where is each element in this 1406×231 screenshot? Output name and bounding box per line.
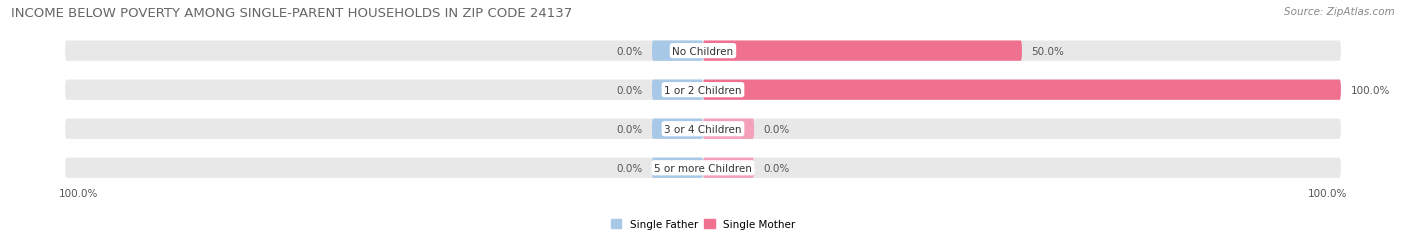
Text: 50.0%: 50.0% bbox=[1032, 46, 1064, 56]
Text: 3 or 4 Children: 3 or 4 Children bbox=[664, 124, 742, 134]
Text: 0.0%: 0.0% bbox=[763, 124, 790, 134]
FancyBboxPatch shape bbox=[65, 41, 1341, 61]
Text: 0.0%: 0.0% bbox=[616, 85, 643, 95]
Text: 100.0%: 100.0% bbox=[59, 188, 98, 198]
Text: 0.0%: 0.0% bbox=[616, 46, 643, 56]
FancyBboxPatch shape bbox=[703, 158, 754, 178]
Text: 0.0%: 0.0% bbox=[616, 124, 643, 134]
Text: 5 or more Children: 5 or more Children bbox=[654, 163, 752, 173]
FancyBboxPatch shape bbox=[652, 119, 703, 139]
Text: 100.0%: 100.0% bbox=[1351, 85, 1391, 95]
Text: 0.0%: 0.0% bbox=[763, 163, 790, 173]
FancyBboxPatch shape bbox=[65, 158, 1341, 178]
FancyBboxPatch shape bbox=[65, 119, 1341, 139]
FancyBboxPatch shape bbox=[652, 80, 703, 100]
FancyBboxPatch shape bbox=[703, 119, 754, 139]
FancyBboxPatch shape bbox=[652, 41, 703, 61]
Text: No Children: No Children bbox=[672, 46, 734, 56]
Text: 1 or 2 Children: 1 or 2 Children bbox=[664, 85, 742, 95]
Legend: Single Father, Single Mother: Single Father, Single Mother bbox=[610, 219, 796, 229]
Text: 0.0%: 0.0% bbox=[616, 163, 643, 173]
FancyBboxPatch shape bbox=[65, 80, 1341, 100]
FancyBboxPatch shape bbox=[652, 158, 703, 178]
Text: INCOME BELOW POVERTY AMONG SINGLE-PARENT HOUSEHOLDS IN ZIP CODE 24137: INCOME BELOW POVERTY AMONG SINGLE-PARENT… bbox=[11, 7, 572, 20]
FancyBboxPatch shape bbox=[703, 41, 1022, 61]
Text: Source: ZipAtlas.com: Source: ZipAtlas.com bbox=[1284, 7, 1395, 17]
FancyBboxPatch shape bbox=[703, 80, 1341, 100]
Text: 100.0%: 100.0% bbox=[1308, 188, 1347, 198]
